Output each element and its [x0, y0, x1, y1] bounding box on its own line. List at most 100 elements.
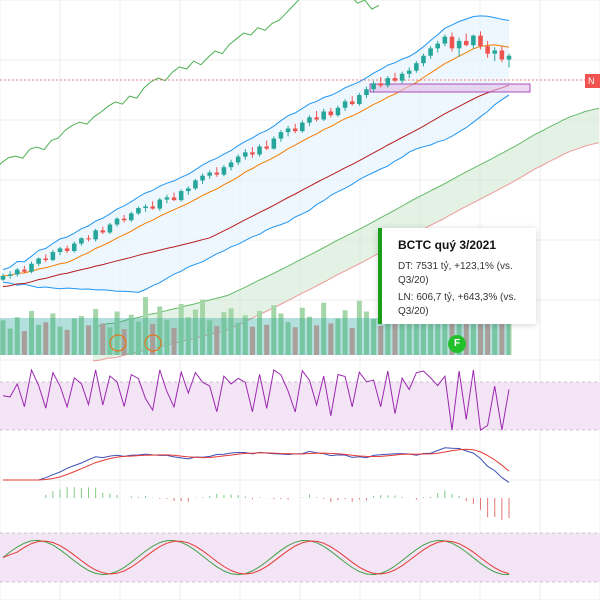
- candle-body: [64, 248, 70, 252]
- volume-bar: [171, 327, 177, 355]
- candle-body: [7, 274, 13, 276]
- volume-bar: [78, 315, 84, 355]
- volume-bar: [249, 326, 255, 355]
- candle-body: [264, 146, 269, 149]
- candle-body: [164, 197, 170, 200]
- volume-bar: [192, 309, 198, 355]
- volume-bar: [413, 304, 419, 355]
- candle-body: [22, 269, 27, 272]
- candle-body: [328, 111, 334, 116]
- tooltip-title: BCTC quý 3/2021: [398, 238, 497, 252]
- ichimoku-span-a: [92, 107, 600, 327]
- event-circle: [144, 334, 162, 352]
- candle-body: [321, 111, 326, 120]
- volume-bar: [506, 312, 512, 355]
- volume-bar: [463, 321, 469, 355]
- volume-bar: [299, 307, 305, 355]
- candle-body: [250, 152, 255, 155]
- volume-bar: [477, 303, 483, 355]
- candle-body: [271, 138, 277, 149]
- candle-body: [150, 206, 155, 209]
- volume-bar: [207, 320, 213, 355]
- volume-bar: [164, 319, 170, 355]
- volume-bar: [306, 316, 312, 355]
- volume-bar: [121, 329, 127, 355]
- volume-bar: [64, 329, 70, 355]
- candle-body: [171, 197, 177, 201]
- candle-body: [93, 230, 98, 240]
- indicator-pane-band: [0, 533, 600, 582]
- tooltip-revenue-line: DT: 7531 tỷ, +123,1% (vs. Q3/20): [398, 261, 513, 286]
- volume-bar: [385, 309, 391, 355]
- candle-body: [14, 269, 20, 275]
- volume-bar: [36, 324, 42, 355]
- volume-bar: [363, 311, 369, 355]
- candle-body: [186, 188, 191, 192]
- volume-bar: [428, 317, 434, 355]
- candle-body: [456, 40, 462, 49]
- volume-bar: [114, 311, 120, 355]
- volume-bar: [185, 317, 191, 355]
- candle-body: [506, 55, 512, 60]
- volume-bar: [342, 310, 348, 355]
- candle-body: [43, 258, 49, 261]
- volume-bar: [257, 310, 263, 355]
- moving-average-orange: [2, 44, 510, 277]
- candle-body: [157, 199, 163, 209]
- candle-body: [71, 243, 77, 252]
- volume-bar: [349, 327, 355, 355]
- volume-bar: [21, 331, 27, 355]
- candle-body: [243, 152, 248, 157]
- volume-bar: [449, 298, 455, 355]
- candle-body: [121, 218, 127, 221]
- candle-body: [100, 230, 106, 233]
- volume-bar: [178, 303, 184, 355]
- candle-body: [36, 258, 41, 264]
- candle-body: [193, 180, 198, 189]
- volume-bar: [485, 310, 491, 355]
- volume-bar: [100, 323, 106, 355]
- volume-bar: [392, 324, 398, 355]
- candle-body: [399, 73, 405, 81]
- candle-body: [471, 35, 476, 46]
- volume-bar: [235, 322, 241, 355]
- candle-body: [178, 191, 184, 201]
- candle-body: [207, 172, 212, 176]
- candle-body: [300, 122, 305, 132]
- candle-body: [357, 95, 362, 105]
- candle-body: [228, 162, 234, 168]
- candle-body: [257, 146, 262, 155]
- candle-body: [421, 55, 426, 64]
- ichimoku-span-b: [92, 142, 600, 362]
- volume-bar: [285, 322, 291, 355]
- candle-body: [435, 43, 441, 49]
- candle-body: [492, 50, 498, 54]
- volume-bar: [278, 313, 284, 355]
- candle-body: [392, 78, 398, 81]
- candle-body: [385, 78, 391, 86]
- volume-bar: [157, 306, 163, 355]
- volume-bar: [442, 314, 448, 355]
- volume-bar: [200, 299, 206, 355]
- volume-bar: [335, 318, 341, 355]
- volume-bar: [57, 326, 63, 355]
- event-marker-f[interactable]: F: [448, 335, 466, 353]
- volume-bar: [470, 313, 476, 355]
- candle-body: [129, 213, 134, 221]
- volume-bar: [271, 305, 277, 355]
- stochastic-k-line: [2, 539, 510, 576]
- volume-bar: [214, 326, 220, 355]
- candle-body: [485, 46, 490, 54]
- candle-body: [349, 101, 355, 105]
- volume-bar: [228, 308, 234, 355]
- volume-bar: [135, 321, 141, 355]
- volume-bar: [93, 309, 99, 355]
- volume-bar: [314, 325, 320, 355]
- volume-bar: [499, 307, 505, 355]
- price-tag: N: [585, 74, 600, 88]
- financial-report-tooltip: BCTC quý 3/2021 DT: 7531 tỷ, +123,1% (vs…: [378, 228, 536, 324]
- volume-bar: [14, 317, 20, 355]
- volume-bar: [328, 323, 334, 355]
- candle-body: [136, 208, 141, 214]
- volume-bar: [143, 297, 149, 355]
